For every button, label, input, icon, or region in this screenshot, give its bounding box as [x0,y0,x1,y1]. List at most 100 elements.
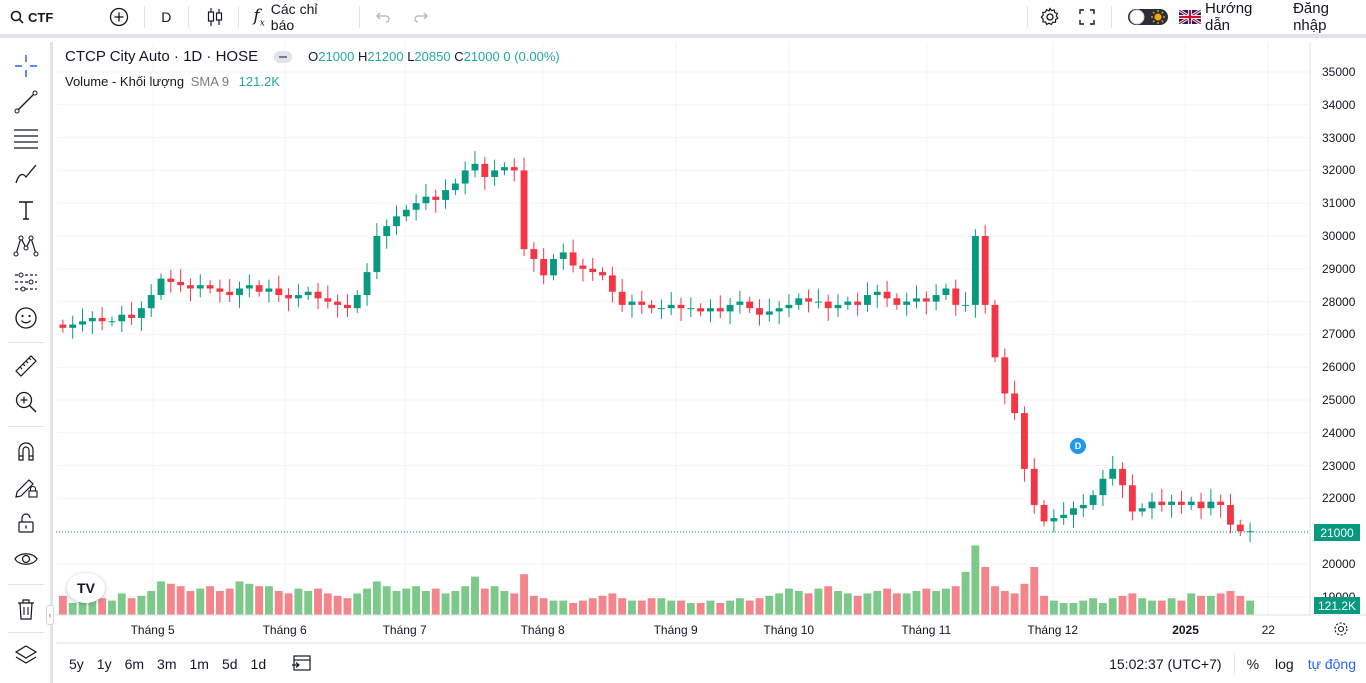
candle-body [805,298,813,302]
theme-toggle[interactable] [1127,0,1169,36]
interval-button[interactable]: D [161,0,171,36]
toolbar-divider [8,342,44,343]
candle-body [510,167,518,171]
volume-bar [1059,603,1068,615]
candle-body [864,295,871,305]
fib-tool[interactable] [12,124,40,152]
close-key: C [454,49,464,64]
crosshair-icon [15,55,37,77]
collapse-toolbar-handle[interactable]: ‹ [46,605,54,625]
volume-bar [117,593,126,615]
compare-button[interactable] [109,0,129,36]
volume-bars [58,545,1255,615]
volume-bar [265,586,273,615]
crosshair-tool[interactable] [12,52,40,80]
volume-bar [1089,598,1098,615]
volume-bar [1187,593,1196,615]
volume-bar [147,591,156,615]
login-link[interactable]: Đăng nhập [1293,0,1366,36]
indicators-button[interactable]: fx Các chỉ báo [253,0,344,36]
remove-drawings-tool[interactable] [12,595,40,623]
volume-bar [529,595,538,615]
symbol-search[interactable]: CTF [10,0,53,36]
log-toggle[interactable]: log [1275,656,1294,672]
volume-bar [1226,591,1235,615]
text-tool[interactable] [12,196,40,224]
legend-toggle-button[interactable] [274,50,293,63]
x-tick-label: 22 [1261,623,1275,637]
volume-bar [569,603,578,615]
volume-bar [588,598,597,615]
volume-bar [1157,600,1166,615]
date-range-button[interactable] [291,654,313,675]
candle-body [98,318,106,322]
y-tick-label: 29000 [1322,261,1356,276]
volume-bar [892,593,901,615]
candle-body [294,295,302,299]
tradingview-logo[interactable]: TV [67,573,105,603]
object-tree-tool[interactable] [12,642,40,670]
volume-bar [1108,598,1117,615]
divider [144,6,146,28]
range-5y[interactable]: 5y [69,656,84,672]
candle-body [216,288,224,292]
clock-label[interactable]: 15:02:37 (UTC+7) [1109,656,1222,672]
percent-toggle[interactable]: % [1246,656,1260,672]
volume-bar [1069,603,1078,615]
zoom-tool[interactable] [12,388,40,416]
candle-body [383,226,391,236]
candle-body [393,216,400,227]
candle-body [638,301,646,305]
range-1m[interactable]: 1m [189,656,209,672]
volume-bar [873,591,882,615]
range-1y[interactable]: 1y [96,656,112,672]
candle-body [765,311,773,315]
divider [1111,6,1113,28]
volume-bar [98,598,107,615]
range-6m[interactable]: 6m [124,656,145,672]
volume-bar [245,583,254,615]
forecast-tool[interactable] [12,268,40,296]
trendline-tool[interactable] [12,88,40,116]
undo-button[interactable] [375,0,391,36]
candle-body [883,291,891,299]
x-tick-label: Tháng 10 [763,623,815,637]
auto-scale-toggle[interactable]: tự động [1307,656,1356,672]
x-tick-label: Tháng 6 [262,623,307,637]
candle-body [1168,501,1176,505]
candle-body [69,324,77,328]
candle-body [873,291,881,296]
candle-body [922,298,930,302]
settings-button[interactable] [1040,0,1060,36]
candle-body [550,258,557,276]
pattern-tool[interactable] [12,232,40,260]
lock-drawing-tool[interactable] [12,473,40,501]
range-5d[interactable]: 5d [221,656,238,672]
chart-type-button[interactable] [206,0,224,36]
measure-tool[interactable] [12,352,40,380]
dividend-marker[interactable]: D [1070,438,1086,454]
guide-link[interactable]: Hướng dẫn [1179,0,1281,36]
volume-bar [1246,600,1255,615]
volume-bar [785,588,793,615]
volume-bar [471,576,479,615]
brush-tool[interactable] [12,160,40,188]
axis-settings-button[interactable] [1333,621,1349,642]
fullscreen-button[interactable] [1078,0,1096,36]
interval-label: D [161,9,172,25]
redo-button[interactable] [413,0,429,36]
volume-bar [647,598,656,615]
emoji-tool[interactable] [12,304,40,332]
magnet-tool[interactable] [12,437,40,465]
y-tick-label: 27000 [1322,327,1356,342]
volume-bar [902,593,911,615]
range-1d[interactable]: 1d [250,656,267,672]
hide-drawings-tool[interactable] [12,545,40,573]
volume-bar [942,588,950,615]
lock-all-tool[interactable] [12,509,40,537]
range-3m[interactable]: 3m [157,656,177,672]
chart-grid [56,42,1310,615]
candle-body [1109,468,1117,479]
close-value: 21000 [463,49,500,64]
